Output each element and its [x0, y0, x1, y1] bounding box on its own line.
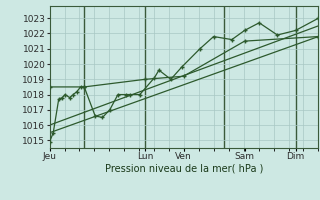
X-axis label: Pression niveau de la mer( hPa ): Pression niveau de la mer( hPa ): [105, 164, 263, 174]
